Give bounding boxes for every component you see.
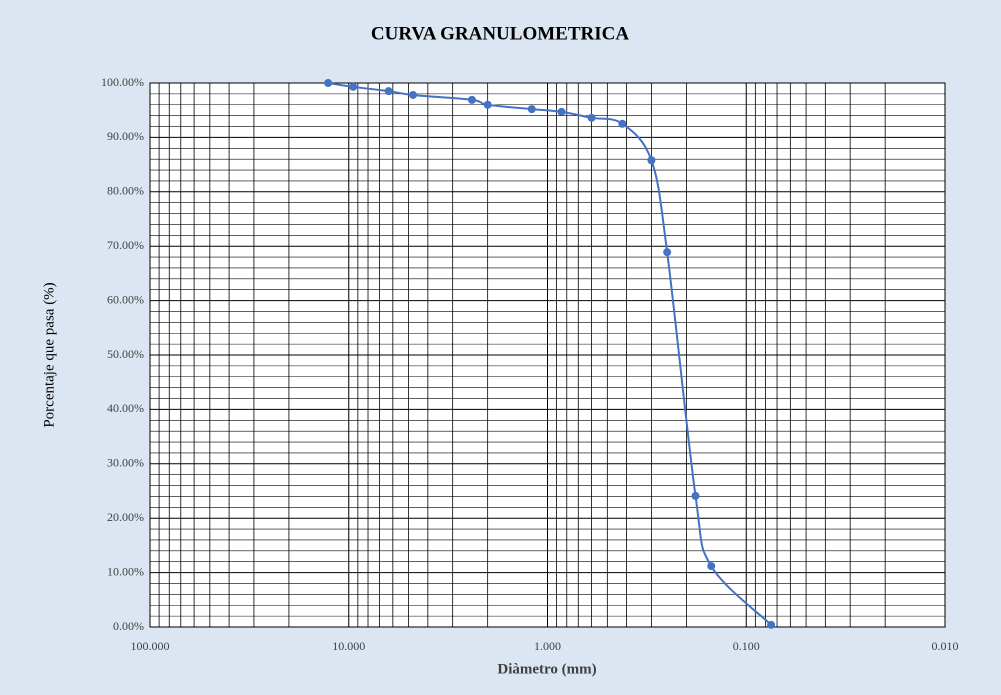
data-point xyxy=(324,79,333,87)
data-point xyxy=(647,156,656,165)
data-point xyxy=(557,107,566,116)
data-point xyxy=(467,95,476,104)
x-tick-label: 0.100 xyxy=(733,639,760,653)
series-line xyxy=(327,82,772,626)
data-point xyxy=(409,90,418,99)
y-tick-label: 20.00% xyxy=(107,510,144,524)
y-tick-label: 50.00% xyxy=(107,347,144,361)
data-point xyxy=(691,491,700,500)
data-point xyxy=(349,82,358,91)
y-tick-label: 90.00% xyxy=(107,129,144,143)
data-point xyxy=(618,119,627,128)
y-tick-label: 70.00% xyxy=(107,238,144,252)
y-tick-label: 40.00% xyxy=(107,401,144,415)
data-point xyxy=(767,620,776,629)
x-tick-label: 100.000 xyxy=(131,639,170,653)
y-tick-label: 10.00% xyxy=(107,564,144,578)
y-tick-label: 0.00% xyxy=(113,619,144,633)
data-point xyxy=(587,113,596,122)
y-axis-label: Porcentaje que pasa (%) xyxy=(41,282,57,427)
data-point xyxy=(384,87,393,96)
data-point xyxy=(483,100,492,109)
y-tick-label: 60.00% xyxy=(107,292,144,306)
plot-border xyxy=(149,82,946,628)
x-tick-label: 10.000 xyxy=(332,639,365,653)
y-tick-label: 80.00% xyxy=(107,184,144,198)
data-point xyxy=(527,105,536,114)
y-tick-label: 30.00% xyxy=(107,456,144,470)
data-point xyxy=(707,562,716,571)
x-tick-label: 0.010 xyxy=(932,639,959,653)
y-tick-label: 100.00% xyxy=(101,75,144,89)
x-axis-label: Diàmetro (mm) xyxy=(497,661,596,677)
data-point xyxy=(663,248,672,257)
chart-title: CURVA GRANULOMETRICA xyxy=(371,23,629,44)
x-tick-label: 1.000 xyxy=(534,639,561,653)
